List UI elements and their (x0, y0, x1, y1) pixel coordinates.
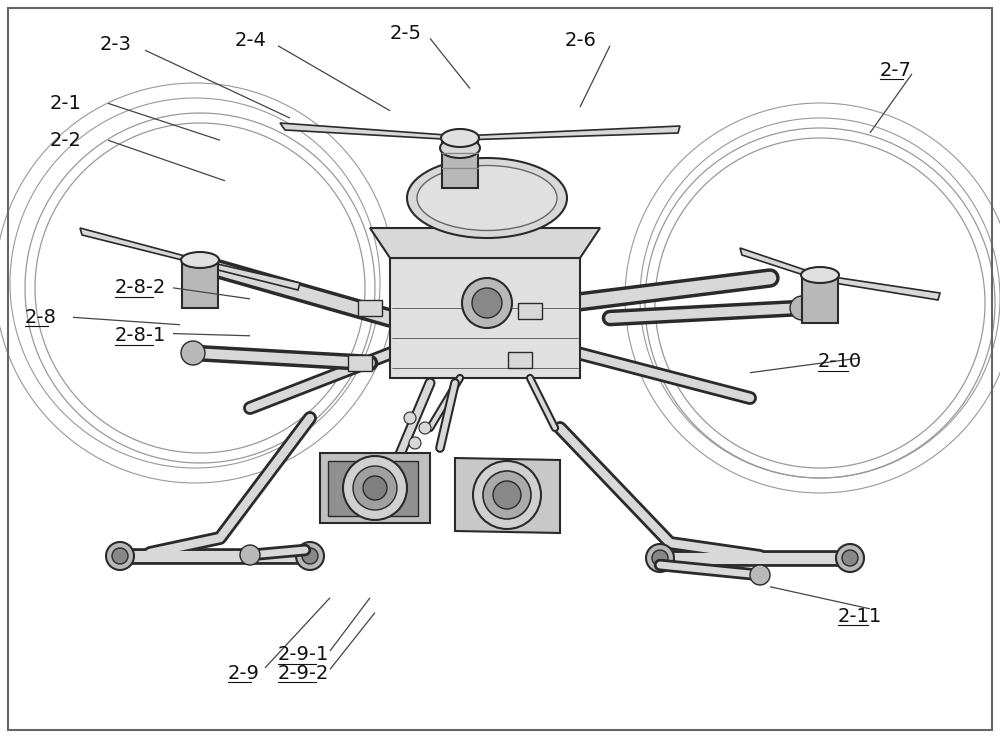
Text: 2-5: 2-5 (390, 24, 422, 43)
Text: 2-10: 2-10 (818, 352, 862, 371)
Ellipse shape (440, 138, 480, 158)
Polygon shape (390, 258, 580, 378)
Circle shape (473, 461, 541, 529)
Text: 2-6: 2-6 (565, 31, 597, 50)
Polygon shape (455, 458, 560, 533)
Text: 2-4: 2-4 (235, 31, 267, 50)
Circle shape (181, 341, 205, 365)
Bar (348, 355, 372, 371)
Ellipse shape (181, 252, 219, 268)
Polygon shape (740, 248, 822, 281)
Bar (802, 278, 838, 323)
Circle shape (462, 278, 512, 328)
Polygon shape (280, 123, 460, 140)
Text: 2-11: 2-11 (838, 607, 882, 626)
Text: 2-8: 2-8 (25, 308, 57, 327)
Bar (442, 138, 478, 188)
Circle shape (240, 545, 260, 565)
Polygon shape (370, 228, 600, 258)
Text: 2-2: 2-2 (50, 131, 82, 150)
Circle shape (652, 550, 668, 566)
Text: 2-9-2: 2-9-2 (278, 663, 329, 683)
Polygon shape (320, 453, 430, 523)
Ellipse shape (407, 158, 567, 238)
Bar (328, 461, 418, 516)
Bar (358, 300, 382, 316)
Circle shape (493, 481, 521, 509)
Circle shape (106, 542, 134, 570)
Circle shape (646, 544, 674, 572)
Polygon shape (460, 126, 680, 140)
Circle shape (409, 437, 421, 449)
Circle shape (112, 548, 128, 564)
Circle shape (363, 476, 387, 500)
Ellipse shape (441, 129, 479, 147)
Polygon shape (820, 275, 940, 300)
Bar (182, 263, 218, 308)
Circle shape (404, 412, 416, 424)
Text: 2-8-1: 2-8-1 (115, 326, 166, 345)
Text: 2-9-1: 2-9-1 (278, 645, 329, 664)
Circle shape (483, 471, 531, 519)
Circle shape (842, 550, 858, 566)
Bar (508, 352, 532, 368)
Bar (518, 303, 542, 319)
Ellipse shape (417, 165, 557, 230)
Circle shape (343, 456, 407, 520)
Circle shape (353, 466, 397, 510)
Text: 2-7: 2-7 (880, 61, 912, 80)
Text: 2-1: 2-1 (50, 94, 82, 113)
Circle shape (790, 296, 814, 320)
Text: 2-9: 2-9 (228, 663, 260, 683)
Circle shape (419, 422, 431, 434)
Circle shape (472, 288, 502, 318)
Polygon shape (200, 260, 300, 290)
Circle shape (750, 565, 770, 585)
Circle shape (302, 548, 318, 564)
Polygon shape (80, 228, 202, 265)
Text: 2-3: 2-3 (100, 35, 132, 54)
Text: 2-8-2: 2-8-2 (115, 278, 166, 297)
Ellipse shape (801, 267, 839, 283)
Circle shape (836, 544, 864, 572)
Circle shape (296, 542, 324, 570)
